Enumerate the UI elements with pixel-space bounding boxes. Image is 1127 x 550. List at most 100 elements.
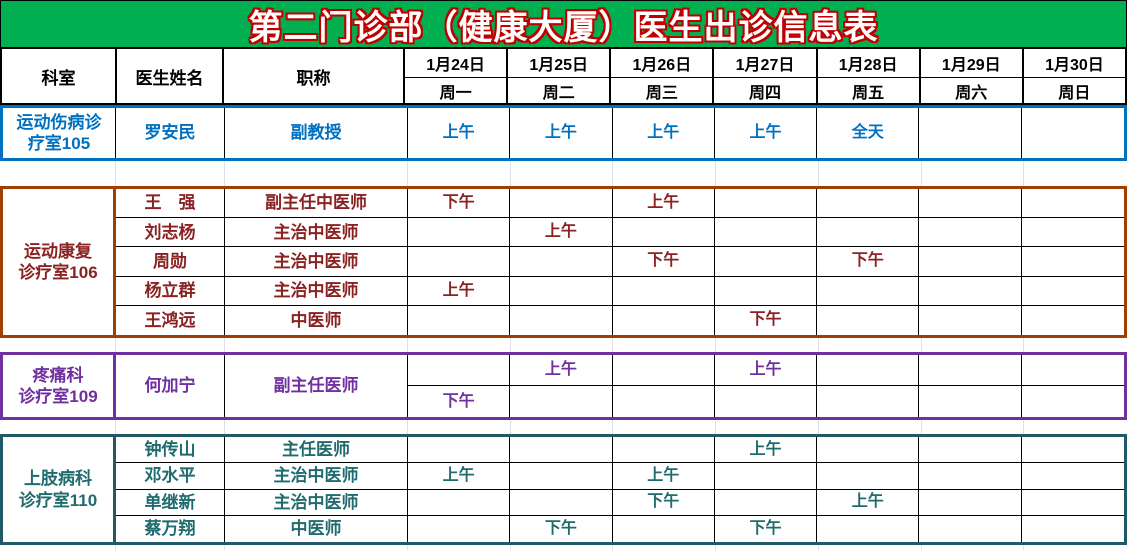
gridline-cell	[716, 338, 819, 352]
slot-cell	[919, 489, 1022, 516]
col-header-dept: 科室	[2, 49, 117, 103]
slot-cell	[1021, 218, 1124, 248]
gridline-cell	[613, 338, 717, 352]
gridline-cell	[922, 420, 1025, 434]
slot-cell	[510, 489, 613, 516]
slot-cell: 上午	[408, 463, 511, 490]
date-label: 1月26日	[611, 49, 713, 78]
doctor-name-cell: 王鸿远	[116, 305, 225, 335]
gridline-cell	[1024, 338, 1127, 352]
slot-cell	[408, 515, 511, 542]
slot-cell	[1021, 490, 1124, 516]
slot-cell	[919, 189, 1022, 219]
slot-cell: 全天	[817, 108, 920, 158]
gridline-cell	[1024, 545, 1127, 550]
doctor-name-cell: 刘志杨	[116, 218, 225, 248]
doctor-name-cell: 杨立群	[116, 276, 225, 306]
gridline-cell	[511, 338, 614, 352]
slot-cell	[612, 355, 715, 386]
dept-cell: 上肢病科 诊疗室110	[3, 437, 116, 542]
date-label: 1月29日	[920, 49, 1022, 78]
slot-cell	[1021, 437, 1124, 464]
slot-cell: 上午	[612, 463, 715, 490]
slot-cell	[817, 305, 920, 335]
weekday-label: 周三	[645, 84, 678, 102]
slot-cell	[612, 437, 715, 464]
slot-cell: 下午	[510, 515, 613, 542]
slot-cell	[714, 247, 818, 277]
slot-cell: 下午	[715, 515, 818, 542]
doctor-name-cell: 何加宁	[116, 355, 225, 417]
slot-cell	[1021, 463, 1124, 490]
slot-cell: 下午	[408, 386, 511, 417]
slot-cell	[714, 276, 818, 306]
doctor-title-cell: 副主任医师	[225, 355, 408, 417]
gridline-cell	[0, 338, 116, 352]
gridline-cell	[408, 420, 511, 434]
slot-cell: 上午	[613, 108, 715, 158]
slot-cell	[817, 355, 920, 386]
slot-cell	[510, 463, 613, 490]
doctor-title-cell: 副教授	[225, 108, 408, 158]
slot-cell: 上午	[510, 355, 613, 386]
slot-cell	[408, 305, 511, 335]
slot-cell: 上午	[715, 108, 818, 158]
slot-cell	[817, 189, 920, 219]
slot-cell	[612, 218, 715, 248]
date-column: 1月26日周三	[611, 49, 715, 103]
doctor-name-cell: 单继新	[116, 489, 225, 516]
gridline-cell	[922, 161, 1025, 186]
slot-cell	[919, 355, 1022, 386]
page-title: 第二门诊部（健康大厦）医生出诊信息表	[0, 0, 1127, 47]
slot-cell	[510, 437, 613, 464]
gridline-cell	[819, 420, 922, 434]
gridline-cell	[716, 161, 819, 186]
spacer-row	[0, 161, 1127, 186]
date-column: 1月28日周五	[817, 49, 921, 103]
slot-cell	[613, 305, 715, 335]
slot-cell	[408, 247, 511, 277]
slot-cell: 上午	[510, 218, 613, 248]
doctor-title-cell: 主治中医师	[225, 218, 408, 248]
section-room-109: 疼痛科 诊疗室109 何加宁 副主任医师 上午 上午 下午	[0, 352, 1127, 420]
dept-cell: 运动伤病诊 疗室105	[3, 108, 116, 158]
slot-cell	[1022, 108, 1124, 158]
spacer-row	[0, 545, 1127, 550]
slot-cell	[613, 515, 715, 542]
gridline-cell	[511, 545, 614, 550]
gridline-cell	[225, 338, 408, 352]
gridline-cell	[922, 545, 1025, 550]
spacer-row	[0, 420, 1127, 434]
gridline-cell	[225, 420, 408, 434]
slot-cell: 下午	[817, 247, 920, 277]
slot-cell	[715, 386, 818, 417]
spacer-row	[0, 338, 1127, 352]
date-label: 1月28日	[817, 49, 919, 78]
doctor-name-cell: 邓水平	[116, 463, 225, 490]
slot-cell	[919, 305, 1022, 335]
slot-cell	[714, 463, 818, 490]
weekday-label: 周六	[955, 84, 988, 102]
gridline-cell	[716, 420, 819, 434]
slot-cell: 上午	[817, 489, 920, 516]
weekday-label: 周五	[852, 84, 885, 102]
slot-cell	[919, 463, 1022, 490]
weekday-label: 周二	[542, 84, 575, 102]
doctor-title-cell: 中医师	[225, 305, 408, 335]
doctor-name-cell: 蔡万翔	[116, 515, 225, 542]
gridline-cell	[819, 161, 922, 186]
gridline-cell	[613, 420, 717, 434]
slot-cell: 上午	[714, 437, 818, 464]
doctor-name-cell: 王 强	[116, 189, 225, 219]
doctor-title-cell: 中医师	[225, 515, 408, 542]
slot-cell	[714, 189, 818, 219]
gridline-cell	[922, 338, 1025, 352]
slot-cell	[1021, 189, 1124, 219]
col-header-doctor: 医生姓名	[117, 49, 224, 103]
gridline-cell	[716, 545, 819, 550]
gridline-cell	[116, 545, 225, 550]
gridline-cell	[511, 420, 614, 434]
gridline-cell	[511, 161, 614, 186]
date-column: 1月27日 周四	[714, 49, 818, 103]
